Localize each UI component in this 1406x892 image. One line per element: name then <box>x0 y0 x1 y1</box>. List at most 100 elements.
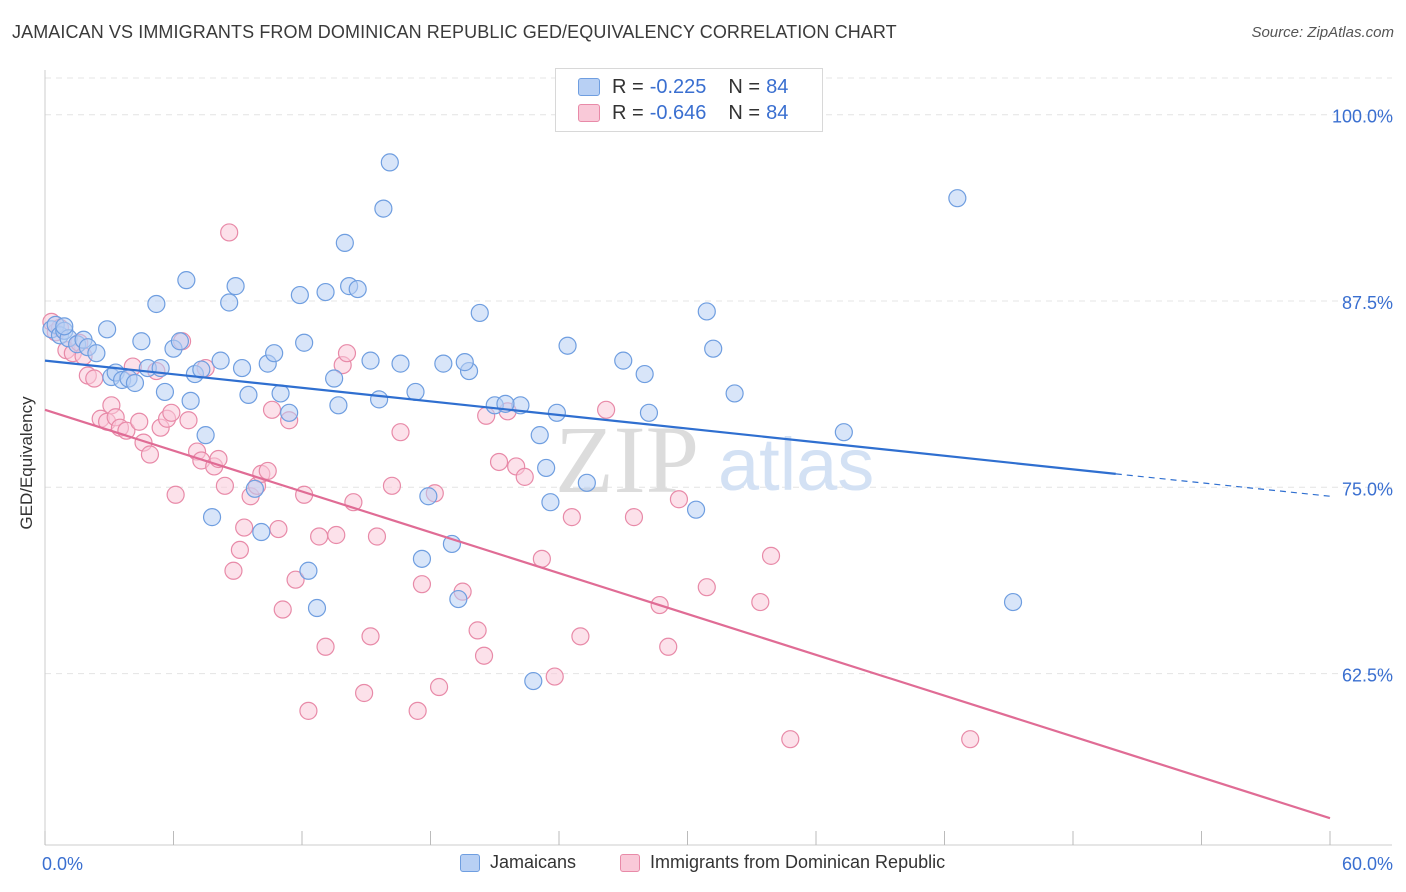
dominican-point <box>286 570 305 589</box>
dominican-point <box>235 518 254 537</box>
jamaicans-point <box>455 353 474 372</box>
jamaicans-point <box>55 317 74 336</box>
jamaicans-point <box>252 522 271 542</box>
dominican-point <box>474 646 494 665</box>
y-tick-label: 62.5% <box>1342 666 1393 686</box>
dominican-point <box>215 476 234 495</box>
dominican-point <box>258 461 277 481</box>
jamaicans-point <box>271 384 290 403</box>
dominican-point <box>669 490 689 509</box>
trend-lines <box>44 359 1331 820</box>
watermark: ZIP atlas <box>555 406 874 513</box>
jamaicans-point <box>530 426 549 445</box>
jamaicans-point <box>299 561 318 580</box>
jamaicans-point <box>524 671 543 691</box>
jamaicans-point <box>348 279 367 299</box>
dominican-point <box>166 485 185 504</box>
jamaicans-point <box>725 384 744 403</box>
dominican-point <box>361 627 380 646</box>
jamaicans-point <box>290 285 309 305</box>
jamaicans-point <box>635 364 654 384</box>
jamaicans-point <box>547 403 566 422</box>
dominican-point <box>224 561 243 580</box>
n-value: 84 <box>766 101 789 124</box>
series-legend: Jamaicans Immigrants from Dominican Repu… <box>0 852 1406 876</box>
jamaicans-point <box>226 277 245 296</box>
dominican-point <box>391 423 410 442</box>
dominican-point <box>382 476 402 495</box>
legend-item-jamaicans: Jamaicans <box>460 852 576 873</box>
dominican-point <box>162 403 181 422</box>
legend-row-jamaicans: R = -0.225 N = 84 <box>578 75 788 99</box>
jamaicans-point <box>374 199 393 218</box>
jamaicans-point <box>155 382 175 402</box>
dominican-point <box>961 730 980 749</box>
x-tick-label: 60.0% <box>1342 854 1393 874</box>
r-label: R = <box>612 75 644 98</box>
dominican-point <box>697 578 716 597</box>
jamaicans-point <box>541 493 560 512</box>
legend-label-dominican: Immigrants from Dominican Republic <box>650 852 946 872</box>
jamaicans-point <box>325 369 344 388</box>
jamaicans-point <box>316 282 335 302</box>
jamaicans-point <box>280 403 299 422</box>
dominican-point <box>429 677 449 697</box>
dominican-point <box>140 445 160 464</box>
dominican-point <box>327 525 346 545</box>
dominican-point <box>262 400 282 419</box>
source-label: Source: ZipAtlas.com <box>1251 24 1394 41</box>
dominican-point <box>367 527 387 546</box>
r-value: -0.646 <box>649 101 707 124</box>
jamaicans-point <box>434 354 453 373</box>
jamaicans-point <box>361 351 380 370</box>
dominican-point <box>337 344 357 363</box>
jamaicans-point <box>697 302 716 321</box>
correlation-legend: R = -0.225 N = 84 R = -0.646 N = 84 <box>555 68 823 132</box>
jamaicans-point <box>370 390 389 409</box>
n-label: N = <box>728 75 761 98</box>
dominican-point <box>515 467 534 486</box>
jamaicans-point <box>98 320 117 339</box>
jamaicans-point <box>577 473 596 492</box>
jamaicans-point <box>147 294 166 314</box>
dominican-point <box>659 637 678 656</box>
jamaicans-point <box>132 332 151 351</box>
jamaicans-point <box>391 354 410 373</box>
r-label: R = <box>612 101 644 124</box>
dominican-point <box>220 223 239 242</box>
dominican-point <box>489 452 509 472</box>
jamaicans-point <box>335 233 354 252</box>
jamaicans-point <box>202 508 222 527</box>
dominican-point <box>408 701 427 720</box>
legend-swatch-blue <box>460 853 480 872</box>
jamaicans-trend-extension <box>1115 473 1331 497</box>
jamaicans-point <box>449 589 468 609</box>
jamaicans-point <box>125 373 145 393</box>
dominican-point <box>179 411 198 430</box>
jamaicans-point <box>170 332 190 351</box>
dominican-point <box>751 592 770 612</box>
jamaicans-point <box>87 344 106 363</box>
dominican-point <box>85 369 104 388</box>
jamaicans-point <box>704 339 723 358</box>
jamaicans-point <box>232 358 252 378</box>
axes <box>44 70 1392 846</box>
legend-swatch-pink <box>578 104 600 122</box>
y-tick-label: 87.5% <box>1342 293 1393 313</box>
jamaicans-point <box>181 391 200 410</box>
dominican-point <box>545 667 564 686</box>
jamaicans-point <box>265 344 284 363</box>
dominican-point <box>597 400 616 419</box>
jamaicans-point <box>239 385 258 405</box>
jamaicans-point <box>245 479 264 498</box>
n-value: 84 <box>766 75 789 98</box>
jamaicans-point <box>177 271 196 290</box>
y-axis-label: GED/Equivalency <box>17 396 36 530</box>
jamaicans-point <box>380 153 399 172</box>
dominican-point <box>562 508 581 527</box>
r-value: -0.225 <box>649 75 707 98</box>
dominican-point <box>355 683 374 703</box>
jamaicans-point <box>686 500 706 519</box>
dominican-trend-line <box>44 408 1331 820</box>
